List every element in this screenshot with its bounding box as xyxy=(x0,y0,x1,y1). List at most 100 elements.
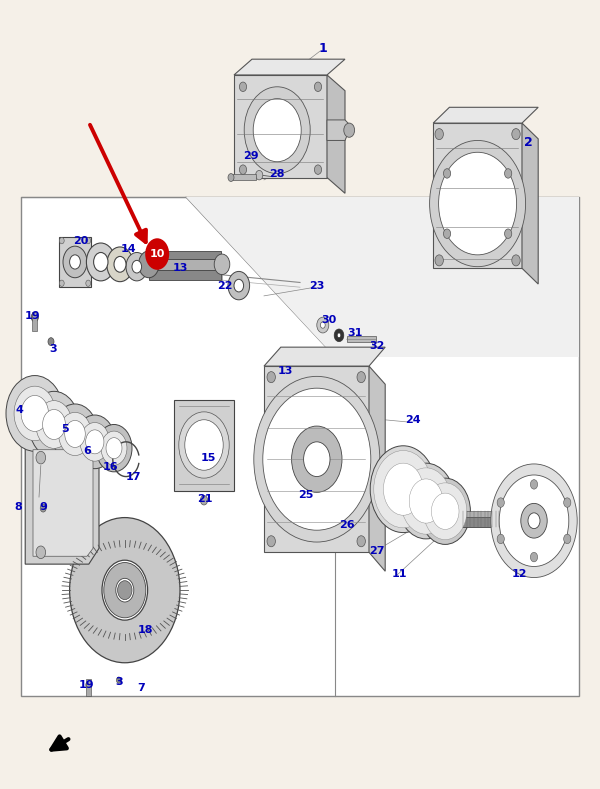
Circle shape xyxy=(234,279,244,292)
Text: 2: 2 xyxy=(524,136,532,148)
Polygon shape xyxy=(327,120,351,140)
Circle shape xyxy=(304,442,330,477)
Circle shape xyxy=(114,256,126,272)
Text: 13: 13 xyxy=(172,264,188,273)
Text: 32: 32 xyxy=(369,341,385,350)
Circle shape xyxy=(433,495,457,527)
Text: 13: 13 xyxy=(277,366,293,376)
Polygon shape xyxy=(327,75,345,193)
Polygon shape xyxy=(186,197,579,357)
Circle shape xyxy=(74,415,115,469)
Circle shape xyxy=(200,495,208,505)
Circle shape xyxy=(401,468,451,534)
Circle shape xyxy=(21,395,49,432)
Polygon shape xyxy=(234,59,345,75)
Circle shape xyxy=(430,140,526,267)
Bar xyxy=(347,336,376,342)
Circle shape xyxy=(31,312,38,322)
Circle shape xyxy=(435,129,443,140)
Circle shape xyxy=(118,581,132,600)
Circle shape xyxy=(530,552,538,562)
Text: 4: 4 xyxy=(15,406,23,415)
Circle shape xyxy=(443,229,451,238)
Text: 19: 19 xyxy=(25,311,41,320)
Text: 16: 16 xyxy=(103,462,119,472)
Circle shape xyxy=(264,113,290,148)
Text: 18: 18 xyxy=(137,625,153,634)
Circle shape xyxy=(36,451,46,464)
Circle shape xyxy=(116,677,121,683)
Bar xyxy=(32,312,37,331)
Circle shape xyxy=(314,82,322,92)
Circle shape xyxy=(505,169,512,178)
Circle shape xyxy=(334,329,344,342)
Circle shape xyxy=(86,681,92,689)
Circle shape xyxy=(101,431,127,466)
Circle shape xyxy=(185,420,223,470)
Circle shape xyxy=(43,409,65,439)
Polygon shape xyxy=(264,366,369,552)
Circle shape xyxy=(106,438,122,458)
Circle shape xyxy=(244,87,310,174)
Circle shape xyxy=(214,254,230,275)
Circle shape xyxy=(179,412,229,478)
Text: 14: 14 xyxy=(121,244,137,253)
Text: 17: 17 xyxy=(125,473,141,482)
Circle shape xyxy=(228,271,250,300)
Polygon shape xyxy=(33,450,93,556)
Text: 25: 25 xyxy=(298,491,314,500)
Circle shape xyxy=(397,463,455,539)
Text: 12: 12 xyxy=(511,570,527,579)
Text: 21: 21 xyxy=(197,494,213,503)
Circle shape xyxy=(185,420,223,470)
Circle shape xyxy=(70,518,180,663)
Circle shape xyxy=(195,433,213,457)
Circle shape xyxy=(461,181,494,226)
Polygon shape xyxy=(459,511,510,517)
Text: 23: 23 xyxy=(309,281,325,290)
Circle shape xyxy=(59,280,64,286)
Circle shape xyxy=(107,247,133,282)
Circle shape xyxy=(420,478,470,544)
Circle shape xyxy=(263,388,371,530)
Circle shape xyxy=(36,401,72,448)
Circle shape xyxy=(256,170,263,180)
Circle shape xyxy=(263,388,371,530)
Circle shape xyxy=(14,386,56,441)
Text: 3: 3 xyxy=(49,344,56,353)
Text: 3: 3 xyxy=(115,678,122,687)
Circle shape xyxy=(563,498,571,507)
Circle shape xyxy=(499,475,569,567)
Polygon shape xyxy=(369,366,385,571)
Text: 24: 24 xyxy=(405,415,421,424)
Circle shape xyxy=(521,503,547,538)
Circle shape xyxy=(253,99,301,162)
Polygon shape xyxy=(149,270,221,280)
Circle shape xyxy=(145,238,169,270)
Text: 20: 20 xyxy=(73,236,89,245)
Bar xyxy=(21,197,579,696)
Circle shape xyxy=(85,429,104,454)
Circle shape xyxy=(70,255,80,269)
Circle shape xyxy=(36,546,46,559)
Circle shape xyxy=(63,246,87,278)
Text: 7: 7 xyxy=(137,683,145,693)
Circle shape xyxy=(320,322,325,328)
Polygon shape xyxy=(149,251,221,259)
Circle shape xyxy=(435,255,443,266)
Circle shape xyxy=(86,280,91,286)
Circle shape xyxy=(385,466,421,513)
Circle shape xyxy=(290,424,344,495)
Circle shape xyxy=(48,338,54,346)
Text: 27: 27 xyxy=(369,546,385,555)
Circle shape xyxy=(104,563,146,618)
Circle shape xyxy=(497,534,505,544)
Text: 5: 5 xyxy=(61,424,68,434)
Text: 1: 1 xyxy=(319,43,327,55)
Circle shape xyxy=(563,534,571,544)
Polygon shape xyxy=(234,75,327,178)
Circle shape xyxy=(439,152,517,255)
Polygon shape xyxy=(433,107,538,123)
Text: 19: 19 xyxy=(79,680,95,690)
Polygon shape xyxy=(522,123,538,284)
